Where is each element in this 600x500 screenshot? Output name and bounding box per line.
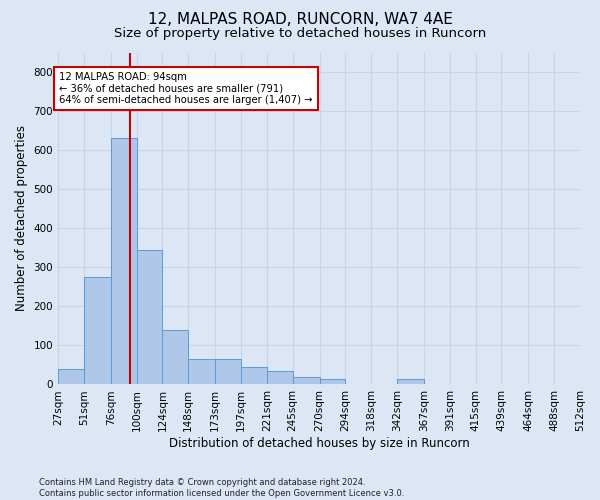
- Text: Size of property relative to detached houses in Runcorn: Size of property relative to detached ho…: [114, 28, 486, 40]
- Text: 12 MALPAS ROAD: 94sqm
← 36% of detached houses are smaller (791)
64% of semi-det: 12 MALPAS ROAD: 94sqm ← 36% of detached …: [59, 72, 313, 105]
- Bar: [241, 367, 267, 384]
- Bar: [320, 378, 346, 384]
- Y-axis label: Number of detached properties: Number of detached properties: [15, 126, 28, 312]
- Text: Contains HM Land Registry data © Crown copyright and database right 2024.
Contai: Contains HM Land Registry data © Crown c…: [39, 478, 404, 498]
- Bar: [163, 330, 188, 384]
- Bar: [188, 359, 215, 384]
- Text: 12, MALPAS ROAD, RUNCORN, WA7 4AE: 12, MALPAS ROAD, RUNCORN, WA7 4AE: [148, 12, 452, 28]
- Bar: [215, 359, 241, 384]
- Bar: [267, 371, 293, 384]
- Bar: [111, 138, 137, 384]
- Bar: [137, 250, 163, 384]
- Bar: [293, 376, 320, 384]
- X-axis label: Distribution of detached houses by size in Runcorn: Distribution of detached houses by size …: [169, 437, 469, 450]
- Bar: [397, 378, 424, 384]
- Bar: [84, 277, 111, 384]
- Bar: [58, 369, 84, 384]
